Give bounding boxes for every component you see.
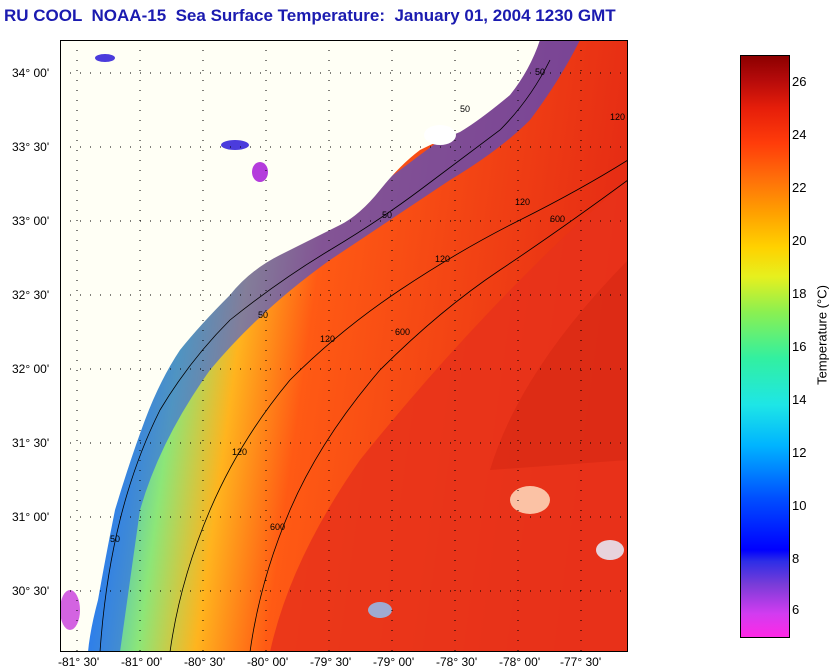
contour-label: 50: [382, 210, 392, 220]
lon-label: -80° 30': [184, 655, 226, 669]
lat-label: 32° 30': [12, 288, 50, 302]
land-area: [60, 40, 540, 652]
colorbar-tick: 22: [792, 180, 807, 195]
lat-label: 33° 30': [12, 140, 50, 154]
cloud-patch: [424, 125, 456, 145]
isobath-50: [99, 59, 551, 652]
lat-label: 31° 30': [12, 436, 50, 450]
lat-label: 33° 00': [12, 214, 50, 228]
estuary-patch: [252, 162, 268, 182]
warm-core: [490, 260, 628, 470]
contour-label: 120: [232, 447, 247, 457]
colorbar-tick: 10: [792, 498, 807, 513]
lon-label: -77° 30': [560, 655, 602, 669]
sst-map[interactable]: 50 50 50 50 50 120 120 120 120 120 600 6…: [60, 40, 628, 652]
lon-label: -78° 00': [499, 655, 541, 669]
contour-label: 120: [515, 197, 530, 207]
isobath-120: [169, 159, 628, 652]
lon-label: -81° 00': [121, 655, 163, 669]
lon-label: -81° 30': [58, 655, 100, 669]
lat-label: 30° 30': [12, 584, 50, 598]
estuary-patch: [60, 590, 80, 630]
estuary-patch: [221, 140, 249, 150]
isobath-600: [249, 179, 628, 652]
colorbar-tick: 14: [792, 392, 807, 407]
colorbar-tick: 8: [792, 551, 800, 566]
contour-label: 120: [610, 112, 625, 122]
contour-label: 50: [460, 104, 470, 114]
cloud-patch: [510, 486, 550, 514]
contour-label: 120: [320, 334, 335, 344]
colorbar-tick: 12: [792, 445, 807, 460]
contour-label: 600: [395, 327, 410, 337]
lat-label: 31° 00': [12, 510, 50, 524]
cloud-patch: [368, 602, 392, 618]
colorbar-tick: 16: [792, 339, 807, 354]
colorbar-tick: 20: [792, 233, 807, 248]
contour-label: 600: [550, 214, 565, 224]
map-title: RU COOL NOAA-15 Sea Surface Temperature:…: [4, 6, 616, 25]
contour-label: 600: [270, 522, 285, 532]
lat-label: 32° 00': [12, 362, 50, 376]
contour-label: 50: [110, 534, 120, 544]
estuary-patch: [95, 54, 115, 62]
lon-label: -80° 00': [247, 655, 289, 669]
colorbar-tick: 26: [792, 74, 807, 89]
temperature-colorbar: [740, 55, 790, 638]
colorbar-tick: 24: [792, 127, 807, 142]
lon-label: -78° 30': [436, 655, 478, 669]
gulf-stream-region: [270, 180, 628, 652]
contour-label: 50: [258, 310, 268, 320]
colorbar-label: Temperature (°C): [814, 285, 830, 385]
lon-label: -79° 00': [373, 655, 415, 669]
contour-label: 120: [435, 254, 450, 264]
colorbar-tick: 6: [792, 602, 800, 617]
colorbar-tick: 18: [792, 286, 807, 301]
lon-label: -79° 30': [310, 655, 352, 669]
cloud-patch: [596, 540, 624, 560]
lat-label: 34° 00': [12, 66, 50, 80]
contour-label: 50: [535, 67, 545, 77]
